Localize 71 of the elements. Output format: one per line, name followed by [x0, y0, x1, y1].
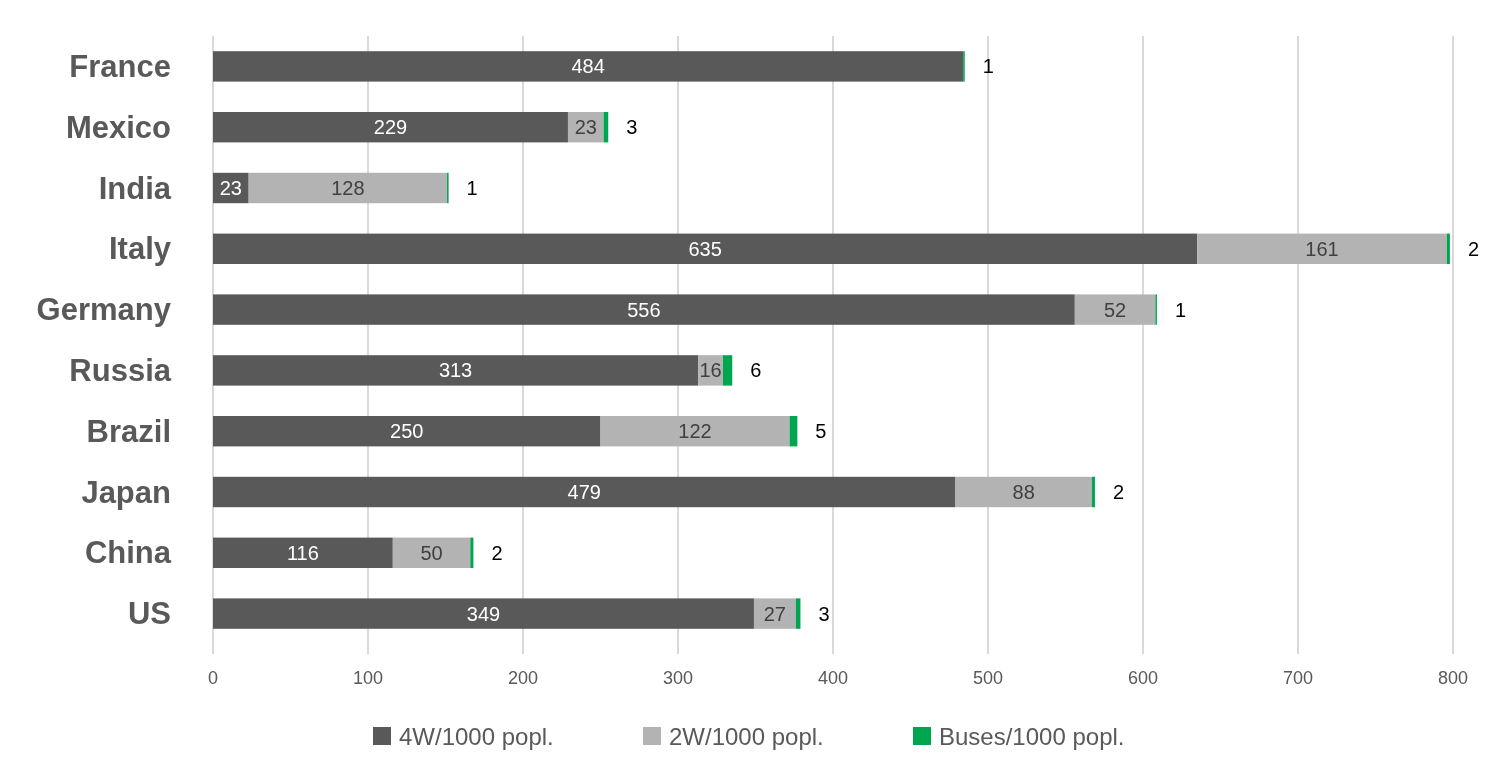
x-tick-label: 600: [1127, 668, 1159, 688]
data-label: 250: [390, 420, 424, 443]
data-label: 2: [1467, 237, 1480, 260]
data-label: 3: [626, 116, 638, 139]
data-label: 161: [1305, 237, 1339, 260]
x-tick-label: 300: [662, 668, 694, 688]
data-label: 6: [750, 359, 762, 382]
bar: [955, 476, 1092, 508]
y-tick-label: India: [98, 170, 172, 206]
x-tick-label: 800: [1437, 668, 1469, 688]
bar: [213, 537, 393, 568]
bar: [213, 476, 956, 508]
data-label: 116: [286, 541, 319, 564]
bar: [1197, 233, 1447, 264]
y-tick-label: Germany: [36, 292, 172, 328]
data-label: 484: [571, 55, 605, 78]
bar: [470, 537, 474, 568]
data-label: 5: [815, 420, 827, 443]
data-label: 128: [331, 177, 365, 199]
bar: [213, 416, 601, 447]
data-label: 229: [373, 116, 408, 139]
x-tick-label: 200: [507, 668, 539, 688]
data-label: 50: [420, 541, 443, 564]
y-tick-label: France: [69, 48, 171, 84]
data-label: 349: [466, 602, 501, 625]
bar: [213, 51, 964, 82]
bar: [213, 112, 568, 143]
data-label: 556: [627, 298, 661, 321]
data-label: 1: [1174, 298, 1187, 321]
data-label: 2: [1112, 481, 1125, 503]
bar: [213, 233, 1198, 264]
x-tick-label: 500: [972, 668, 1004, 688]
bar: [753, 598, 796, 629]
y-tick-label: Italy: [108, 231, 172, 267]
bar: [248, 172, 448, 204]
data-label: 1: [982, 55, 994, 78]
data-label: 479: [567, 481, 601, 503]
legend-label: 2W/1000 popl.: [669, 722, 824, 750]
y-tick-label: Mexico: [65, 109, 171, 145]
bar: [722, 355, 733, 386]
y-tick-label: Brazil: [86, 413, 171, 449]
data-label: 2: [491, 541, 503, 564]
bar: [213, 294, 1075, 325]
bar: [1446, 233, 1450, 264]
y-tick-label: US: [127, 596, 171, 632]
x-tick-label: 400: [817, 668, 849, 688]
y-tick-label: Japan: [81, 474, 171, 510]
x-tick-label: 100: [352, 668, 384, 688]
data-label: 88: [1012, 481, 1035, 503]
data-label: 23: [219, 177, 242, 199]
bar: [392, 537, 471, 568]
data-label: 313: [438, 359, 473, 382]
data-label: 27: [763, 602, 786, 625]
bar: [1091, 476, 1095, 508]
y-tick-label: Russia: [69, 352, 172, 388]
data-label: 122: [678, 420, 712, 443]
legend-label: 4W/1000 popl.: [399, 722, 554, 750]
legend-label: Buses/1000 popl.: [939, 722, 1125, 750]
x-tick-label: 0: [207, 668, 219, 688]
bar: [213, 598, 754, 629]
data-label: 3: [818, 602, 830, 625]
bar: [1074, 294, 1156, 325]
bar: [600, 416, 790, 447]
y-tick-label: China: [84, 535, 172, 571]
data-label: 23: [574, 116, 597, 139]
data-label: 635: [688, 237, 722, 260]
data-label: 16: [699, 359, 722, 382]
bar: [213, 355, 699, 386]
data-label: 52: [1103, 298, 1127, 321]
x-tick-label: 700: [1282, 668, 1314, 688]
data-label: 1: [466, 177, 478, 199]
